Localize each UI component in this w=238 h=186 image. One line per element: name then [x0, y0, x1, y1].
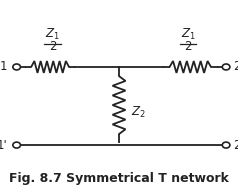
- Text: Fig. 8.7 Symmetrical T network: Fig. 8.7 Symmetrical T network: [9, 172, 229, 185]
- Text: 2: 2: [49, 40, 56, 53]
- Circle shape: [222, 64, 230, 70]
- Text: $Z_1$: $Z_1$: [45, 27, 60, 42]
- Text: $Z_2$: $Z_2$: [131, 105, 146, 120]
- Circle shape: [13, 142, 20, 148]
- Text: 2: 2: [184, 40, 192, 53]
- Text: 2': 2': [233, 139, 238, 152]
- Text: 2: 2: [233, 60, 238, 73]
- Text: 1: 1: [0, 60, 7, 73]
- Circle shape: [13, 64, 20, 70]
- Text: $Z_1$: $Z_1$: [180, 27, 195, 42]
- Circle shape: [222, 142, 230, 148]
- Text: 1': 1': [0, 139, 7, 152]
